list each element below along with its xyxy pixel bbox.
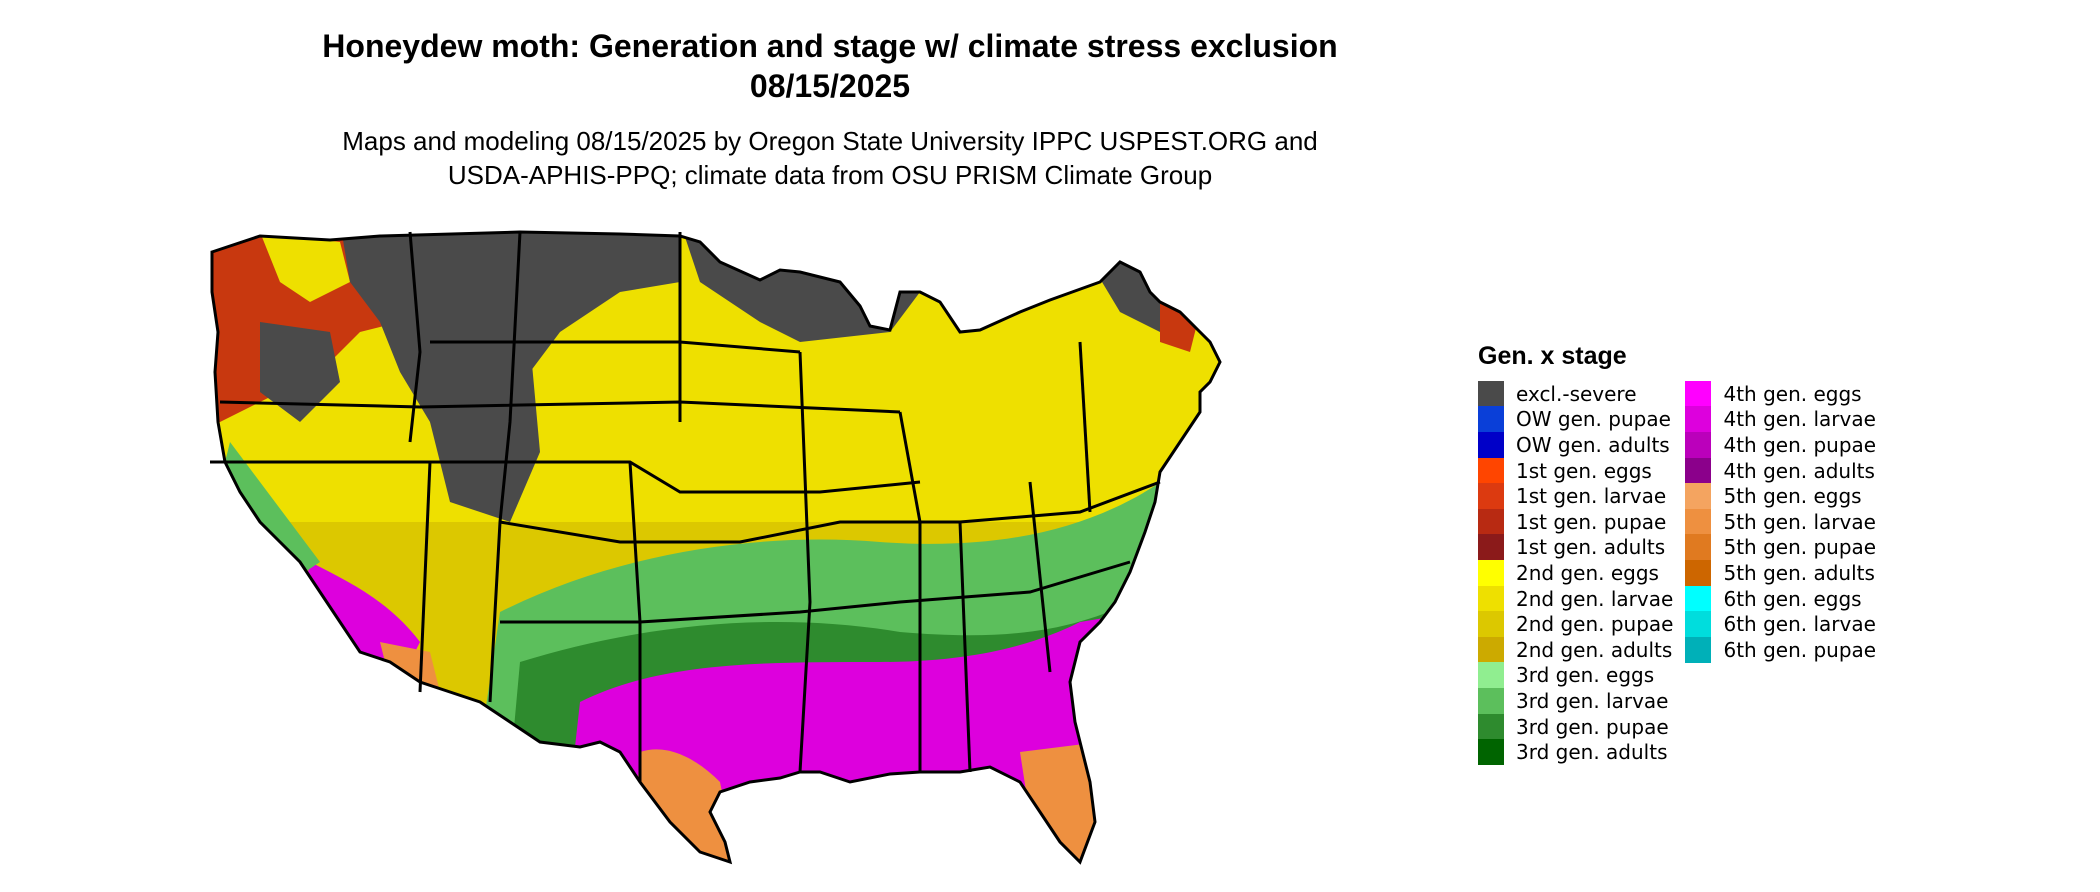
title-line-1: Honeydew moth: Generation and stage w/ c… <box>322 28 1338 64</box>
legend: Gen. x stage excl.-severe OW gen. pupae OW… <box>1478 342 1877 766</box>
legend-swatch <box>1478 611 1504 638</box>
legend-label: OW gen. adults <box>1516 432 1670 457</box>
legend-label: 6th gen. larvae <box>1723 612 1876 637</box>
legend-item: 6th gen. larvae <box>1685 611 1876 638</box>
legend-item: 3rd gen. adults <box>1478 739 1673 766</box>
legend-label: 4th gen. pupae <box>1723 432 1877 457</box>
legend-swatch <box>1478 585 1504 612</box>
legend-label: 4th gen. larvae <box>1723 407 1876 432</box>
legend-swatch <box>1478 508 1504 535</box>
zone-fifth-gen-florida <box>1020 742 1120 862</box>
zone-third-gen-california <box>220 442 320 582</box>
legend-item: excl.-severe <box>1478 380 1673 407</box>
legend-item: 5th gen. eggs <box>1685 483 1876 510</box>
us-generation-map <box>210 230 1222 882</box>
legend-item: 3rd gen. larvae <box>1478 687 1673 714</box>
legend-item: OW gen. adults <box>1478 431 1673 458</box>
legend-swatch <box>1478 534 1504 561</box>
legend-item: 5th gen. pupae <box>1685 534 1877 561</box>
legend-label: 2nd gen. eggs <box>1516 560 1659 585</box>
legend-item: 5th gen. adults <box>1685 559 1876 586</box>
legend-item: 6th gen. eggs <box>1685 585 1876 612</box>
legend-title: Gen. x stage <box>1478 342 1627 370</box>
legend-label: 5th gen. eggs <box>1723 484 1862 509</box>
legend-label: 1st gen. adults <box>1516 535 1666 560</box>
legend-column-2: 4th gen. eggs 4th gen. larvae 4th gen. pup… <box>1685 380 1877 765</box>
legend-swatch <box>1478 713 1504 740</box>
legend-swatch <box>1685 406 1712 433</box>
legend-label: 3rd gen. adults <box>1516 740 1668 765</box>
legend-swatch <box>1478 483 1504 510</box>
legend-label: 2nd gen. pupae <box>1516 612 1674 637</box>
legend-swatch <box>1478 739 1504 766</box>
legend-label: 1st gen. larvae <box>1516 484 1667 509</box>
legend-item: 4th gen. pupae <box>1685 431 1877 458</box>
legend-label: 3rd gen. pupae <box>1516 714 1669 739</box>
legend-item: 2nd gen. larvae <box>1478 585 1674 612</box>
legend-label: excl.-severe <box>1516 381 1637 406</box>
legend-swatch <box>1685 585 1712 612</box>
legend-item: 1st gen. larvae <box>1478 483 1673 510</box>
legend-swatch <box>1685 508 1712 535</box>
legend-swatch <box>1685 636 1712 663</box>
legend-item: 2nd gen. eggs <box>1478 559 1673 586</box>
legend-label: 5th gen. pupae <box>1723 535 1877 560</box>
legend-swatch <box>1685 431 1712 458</box>
legend-item: 4th gen. eggs <box>1685 380 1876 407</box>
legend-swatch <box>1685 457 1712 484</box>
legend-label: 6th gen. pupae <box>1723 637 1877 662</box>
legend-label: 2nd gen. adults <box>1516 637 1673 662</box>
legend-label: 3rd gen. eggs <box>1516 663 1655 688</box>
legend-label: 6th gen. eggs <box>1723 586 1862 611</box>
legend-label: 5th gen. adults <box>1723 560 1875 585</box>
legend-swatch <box>1478 406 1504 433</box>
legend-swatch <box>1685 559 1712 586</box>
legend-swatch <box>1478 636 1504 663</box>
legend-item: 4th gen. adults <box>1685 457 1876 484</box>
legend-label: 1st gen. eggs <box>1516 458 1652 483</box>
legend-item: OW gen. pupae <box>1478 406 1673 433</box>
state-borders <box>210 230 1222 864</box>
legend-item: 5th gen. larvae <box>1685 508 1876 535</box>
map-subtitle: Maps and modeling 08/15/2025 by Oregon S… <box>0 124 1660 192</box>
zone-excluded-oregon <box>260 322 340 422</box>
legend-item: 2nd gen. pupae <box>1478 611 1674 638</box>
title-line-2: 08/15/2025 <box>749 68 911 104</box>
legend-label: 3rd gen. larvae <box>1516 688 1669 713</box>
legend-label: 4th gen. adults <box>1723 458 1875 483</box>
legend-swatch <box>1478 559 1504 586</box>
legend-item: 4th gen. larvae <box>1685 406 1876 433</box>
legend-item: 1st gen. pupae <box>1478 508 1673 535</box>
legend-swatch <box>1685 534 1712 561</box>
legend-item: 3rd gen. eggs <box>1478 662 1673 689</box>
legend-item: 6th gen. pupae <box>1685 636 1877 663</box>
legend-swatch <box>1478 457 1504 484</box>
legend-item: 3rd gen. pupae <box>1478 713 1673 740</box>
legend-swatch <box>1478 431 1504 458</box>
legend-swatch <box>1685 380 1712 407</box>
generation-zones <box>212 232 1220 882</box>
legend-item: 1st gen. eggs <box>1478 457 1673 484</box>
legend-label: 5th gen. larvae <box>1723 509 1876 534</box>
legend-label: 2nd gen. larvae <box>1516 586 1674 611</box>
legend-label: OW gen. pupae <box>1516 407 1671 432</box>
legend-swatch <box>1685 483 1712 510</box>
legend-column-1: excl.-severe OW gen. pupae OW gen. adults 1… <box>1478 380 1674 766</box>
legend-label: 1st gen. pupae <box>1516 509 1667 534</box>
subtitle-line-2: USDA-APHIS-PPQ; climate data from OSU PR… <box>447 160 1213 190</box>
zone-second-gen-washington <box>260 232 350 302</box>
legend-label: 4th gen. eggs <box>1723 381 1862 406</box>
legend-swatch <box>1478 687 1504 714</box>
legend-swatch <box>1478 380 1504 407</box>
zone-sixth-gen-florida <box>1070 862 1110 882</box>
legend-item: 1st gen. adults <box>1478 534 1673 561</box>
subtitle-line-1: Maps and modeling 08/15/2025 by Oregon S… <box>342 126 1318 156</box>
legend-swatch <box>1478 662 1504 689</box>
legend-columns: excl.-severe OW gen. pupae OW gen. adults 1… <box>1478 380 1877 766</box>
legend-swatch <box>1685 611 1712 638</box>
legend-item: 2nd gen. adults <box>1478 636 1673 663</box>
map-title: Honeydew moth: Generation and stage w/ c… <box>0 26 1660 106</box>
